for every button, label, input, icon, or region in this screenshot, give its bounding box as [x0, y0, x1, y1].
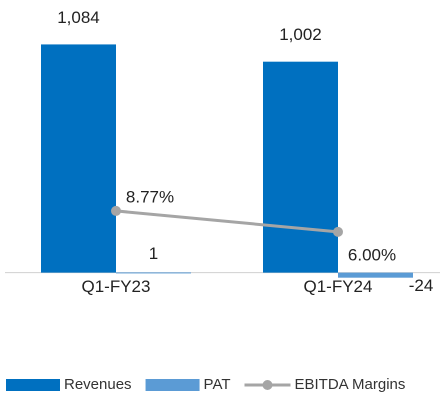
bar [116, 272, 191, 274]
bar [263, 61, 338, 273]
legend-marker [262, 380, 273, 390]
data-label: 1,084 [57, 8, 100, 27]
data-label: 8.77% [126, 187, 174, 206]
line-point [111, 205, 121, 216]
x-tick-label: Q1-FY24 [304, 277, 373, 296]
data-label: 6.00% [348, 245, 396, 264]
legend-swatch [6, 379, 60, 391]
line-point [333, 226, 343, 237]
bar [41, 44, 116, 273]
legend-swatch [145, 379, 200, 391]
bar [338, 272, 413, 278]
x-tick-label: Q1-FY23 [82, 277, 151, 296]
legend-label: Revenues [64, 376, 132, 393]
legend-label: EBITDA Margins [295, 376, 406, 393]
data-label: -24 [409, 276, 434, 295]
data-label: 1,002 [279, 25, 322, 44]
legend-label: PAT [204, 376, 231, 393]
data-label: 1 [149, 244, 158, 263]
line [115, 209, 339, 234]
